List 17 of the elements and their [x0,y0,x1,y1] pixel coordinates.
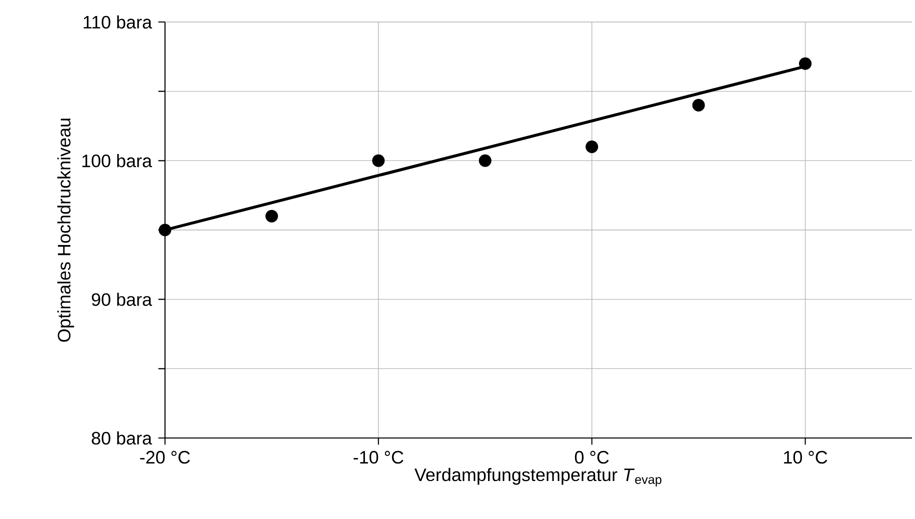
y-tick-label: 80 bara [92,431,152,445]
point [799,57,812,70]
point [158,224,172,236]
y-axis-title: Optimales Hochdruckniveau [57,118,74,342]
y-tick-label: 110 bara [84,15,152,29]
y-tick-label: 90 bara [92,292,152,306]
x-tick-label: 10 °C [784,450,828,464]
point [265,210,278,222]
point [372,154,385,167]
point [692,98,705,112]
x-axis-title: Verdampfungstemperatur T$_{evap}$ [414,468,662,486]
x-tick-label: -20 °C [140,450,190,464]
x-tick-label: 0 °C [574,450,609,464]
x-tick-label: -10 °C [354,450,404,464]
point [586,140,598,154]
point [478,154,492,167]
y-tick-label: 100 bara [82,154,152,168]
